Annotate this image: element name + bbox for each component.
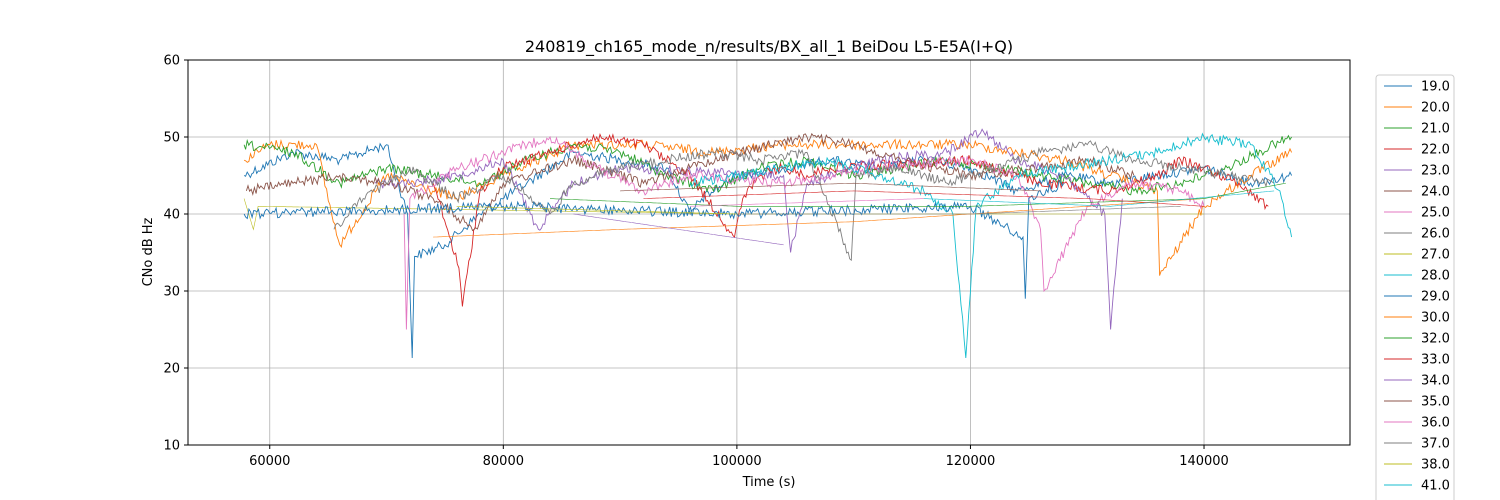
legend-label: 19.0: [1421, 80, 1450, 95]
legend-label: 34.0: [1421, 374, 1450, 389]
legend-label: 26.0: [1421, 227, 1450, 242]
legend-box: [1375, 74, 1455, 500]
legend: 19.0 20.0 21.0 22.0 23.0 24.0 25.0 26.0 27.0 28.0…: [1375, 74, 1455, 500]
series-line-38-0: [456, 206, 737, 215]
legend-label: 21.0: [1421, 122, 1450, 137]
legend-label: 23.0: [1421, 164, 1450, 179]
series-line-37-0: [736, 206, 1181, 215]
series-line-26-0: [333, 140, 1275, 262]
series-line-22-0: [432, 132, 1269, 307]
legend-label: 33.0: [1421, 353, 1450, 368]
x-tick-label: 80000: [483, 454, 524, 469]
legend-label: 22.0: [1421, 143, 1450, 158]
x-axis-ticks: 60000 80000 100000 120000 140000: [249, 445, 1229, 469]
y-tick-label: 10: [163, 439, 180, 454]
series-line-34-0: [573, 213, 784, 246]
legend-label: 32.0: [1421, 332, 1450, 347]
x-tick-label: 100000: [712, 454, 762, 469]
y-tick-label: 20: [163, 362, 180, 377]
series-line-24-0: [245, 132, 1135, 232]
series-line-23-0: [374, 128, 1123, 330]
x-tick-label: 120000: [946, 454, 996, 469]
y-axis-label: CNo dB Hz: [141, 217, 156, 286]
series-line-33-0: [643, 190, 1205, 207]
x-tick-label: 60000: [249, 454, 290, 469]
series-line-29-0: [243, 179, 1065, 299]
series-line-36-0: [690, 198, 924, 207]
plot-frame: [187, 59, 1351, 446]
series-line-30-0: [433, 198, 1205, 238]
y-tick-label: 60: [163, 54, 180, 69]
legend-label: 24.0: [1421, 185, 1450, 200]
legend-label: 38.0: [1421, 458, 1450, 473]
legend-label: 36.0: [1421, 416, 1450, 431]
legend-label: 37.0: [1421, 437, 1450, 452]
series-line-28-0: [689, 132, 1293, 359]
y-tick-label: 30: [163, 285, 180, 300]
y-axis-ticks: 10 20 30 40 50 60: [163, 54, 188, 454]
series-line-35-0: [620, 182, 1041, 192]
x-axis-label: Time (s): [742, 475, 796, 490]
legend-label: 20.0: [1421, 101, 1450, 116]
y-tick-label: 40: [163, 208, 180, 223]
legend-label: 28.0: [1421, 269, 1450, 284]
y-tick-label: 50: [163, 131, 180, 146]
legend-label: 29.0: [1421, 290, 1450, 305]
series-line-41-0: [923, 190, 1275, 207]
legend-label: 27.0: [1421, 248, 1450, 263]
chart-title: 240819_ch165_mode_n/results/BX_all_1 Bei…: [525, 37, 1013, 57]
legend-label: 41.0: [1421, 479, 1450, 494]
legend-label: 30.0: [1421, 311, 1450, 326]
series-line-25-0: [403, 135, 1205, 330]
x-tick-label: 140000: [1179, 454, 1229, 469]
legend-label: 25.0: [1421, 206, 1450, 221]
series-line-32-0: [549, 182, 1286, 207]
series-layer: [243, 128, 1293, 359]
legend-label: 35.0: [1421, 395, 1450, 410]
